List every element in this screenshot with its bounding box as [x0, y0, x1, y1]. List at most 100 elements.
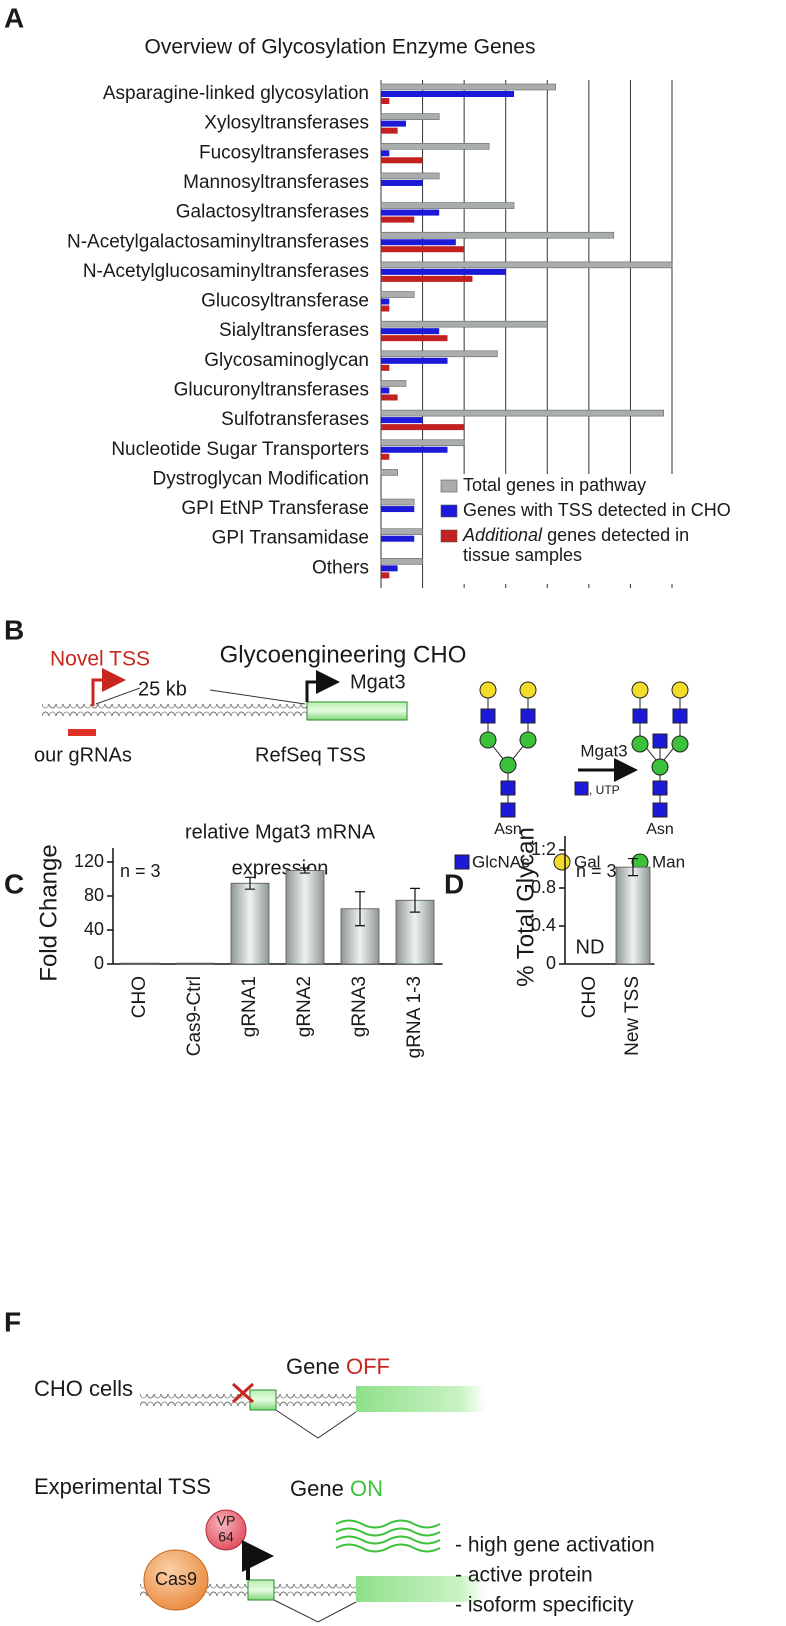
bar [381, 98, 390, 104]
panel-label: B [4, 614, 24, 645]
x-tick-label: CHO [579, 976, 600, 1018]
legend-label: GlcNAc [472, 852, 530, 871]
y-tick-label: 40 [84, 919, 104, 939]
panel-label: F [4, 1306, 21, 1337]
bar [381, 417, 423, 424]
bar [381, 572, 390, 579]
bar [380, 350, 498, 358]
bar [381, 179, 423, 186]
x-tick-label: gRNA1 [239, 976, 260, 1037]
bar [381, 335, 448, 342]
asn-label: Asn [646, 821, 674, 838]
panel-b: Glycoengineering CHO Mgat3 Novel TSS 25 … [34, 641, 689, 871]
bar [381, 453, 390, 460]
category-label: Asparagine-linked glycosylation [103, 83, 369, 104]
x-tick-label: CHO [129, 976, 150, 1018]
glycan-after [631, 681, 689, 818]
bar [380, 202, 515, 209]
category-label: Others [312, 557, 369, 578]
bar [381, 394, 398, 401]
bar [380, 469, 398, 476]
annotation: n = 3 [576, 861, 617, 881]
y-tick-label: 0.4 [531, 915, 556, 935]
bar [381, 357, 448, 364]
y-tick-label: 0 [546, 953, 556, 973]
zoom-line [95, 687, 141, 705]
error-bar [245, 876, 255, 890]
bar [615, 866, 651, 965]
category-label: Sialyltransferases [219, 320, 369, 341]
legend-label: Genes with TSS detected in CHO [463, 500, 731, 520]
legend-box [437, 474, 758, 584]
bar [381, 209, 440, 216]
category-label: N-Acetylgalactosaminyltransferases [67, 231, 369, 252]
error-bar [355, 891, 365, 927]
bar [120, 962, 160, 965]
distance-label: 25 kb [138, 678, 187, 700]
bullet: - active protein [455, 1564, 593, 1587]
state-word: ON [350, 1476, 383, 1501]
bar [380, 558, 423, 565]
bar [381, 446, 448, 453]
category-label: Dystroglycan Modification [153, 468, 369, 489]
panel-label: C [4, 868, 24, 899]
state-word: OFF [346, 1354, 390, 1379]
exon [356, 1576, 486, 1602]
legend-label: Gal [574, 852, 600, 871]
vp64 [205, 1509, 247, 1551]
bar [381, 535, 415, 542]
exon [247, 1579, 275, 1601]
gene-state: Gene OFF [286, 1354, 390, 1379]
panel-title: Glycoengineering CHO [220, 641, 467, 668]
glycan-before [479, 681, 537, 818]
vp-label: VP [217, 1513, 236, 1529]
category-label: GPI EtNP Transferase [181, 498, 369, 519]
state-label: CHO cells [34, 1376, 133, 1401]
bar [380, 172, 440, 180]
legend-label: Total genes in pathway [463, 475, 646, 495]
refseq-arrow [305, 670, 340, 702]
grna-label: our gRNAs [34, 744, 132, 766]
category-label: Fucosyltransferases [199, 142, 369, 163]
splice-line [275, 1409, 357, 1439]
panel-label: A [4, 2, 24, 33]
glcnac-donor [574, 781, 589, 796]
block-mark [231, 1382, 255, 1404]
y-axis-label: % Total Glycan [512, 827, 539, 987]
bar [381, 268, 506, 275]
chart-title: Overview of Glycosylation Enzyme Genes [145, 36, 536, 59]
value-label: ND [576, 936, 605, 958]
y-tick-label: 80 [84, 885, 104, 905]
chart-hbar: Overview of Glycosylation Enzyme Genes As… [67, 36, 758, 588]
bar [381, 328, 440, 335]
bar [380, 439, 465, 447]
bar [381, 239, 456, 246]
category-label: Galactosyltransferases [176, 202, 369, 223]
bar [381, 120, 406, 127]
vp-label: 64 [218, 1529, 234, 1545]
x-tick-label: gRNA3 [349, 976, 370, 1037]
novel-tss-label: Novel TSS [50, 648, 150, 671]
category-label: Mannosyltransferases [183, 172, 369, 193]
category-label: Glycosaminoglycan [204, 350, 369, 371]
legend-label: Man [652, 852, 685, 871]
bar [381, 298, 390, 305]
panel-label: D [444, 868, 464, 899]
legend-label: Additional genes detected in tissue sampl… [462, 525, 689, 565]
bar [381, 506, 415, 513]
bullet: - isoform specificity [455, 1594, 634, 1617]
bar [380, 83, 556, 91]
category-label: Glucuronyltransferases [174, 379, 369, 400]
category-label: Glucosyltransferase [201, 291, 369, 312]
cas9-label: Cas9 [155, 1569, 197, 1589]
legend-swatch [553, 853, 571, 871]
asn-label: Asn [494, 821, 522, 838]
cas9 [143, 1549, 209, 1611]
y-tick-label: 120 [74, 851, 104, 871]
y-axis-label: Fold Change [35, 844, 62, 981]
x-tick-label: gRNA 1-3 [404, 976, 425, 1058]
category-label: Nucleotide Sugar Transporters [111, 439, 369, 460]
gene-label: Mgat3 [350, 671, 406, 693]
y-tick-label: 0.8 [531, 877, 556, 897]
